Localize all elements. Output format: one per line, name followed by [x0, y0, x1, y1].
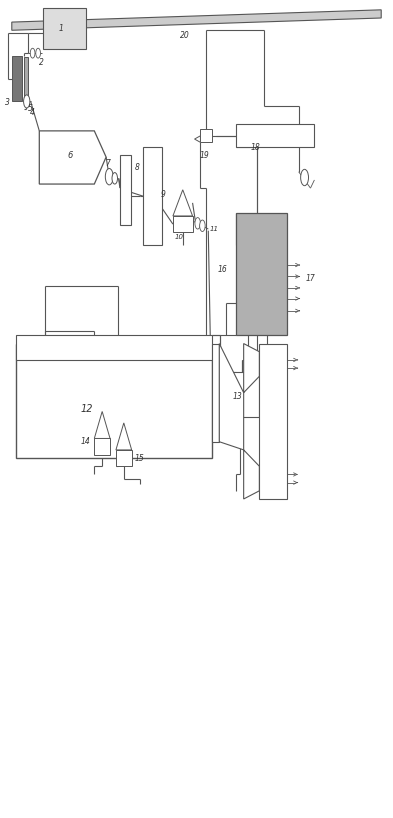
Polygon shape: [116, 423, 132, 450]
Text: 10: 10: [174, 234, 183, 240]
Bar: [200, 129, 212, 142]
Bar: [236, 124, 314, 147]
Circle shape: [24, 95, 30, 108]
Bar: [24, 57, 28, 102]
Text: 17: 17: [306, 273, 315, 283]
Text: 15: 15: [135, 453, 144, 463]
Circle shape: [195, 218, 200, 229]
Text: 13: 13: [233, 392, 242, 402]
Circle shape: [200, 220, 205, 231]
Bar: [220, 372, 259, 417]
Bar: [16, 335, 212, 360]
Bar: [116, 450, 132, 466]
Text: 6: 6: [67, 151, 73, 160]
Text: 5: 5: [28, 104, 33, 114]
Text: 1: 1: [59, 24, 63, 34]
Text: 7: 7: [106, 159, 110, 169]
Text: 20: 20: [180, 30, 189, 40]
Text: 18: 18: [251, 142, 260, 152]
Text: 9: 9: [161, 190, 165, 200]
Text: 11: 11: [210, 226, 219, 232]
Bar: [120, 155, 131, 225]
Bar: [173, 216, 193, 232]
Polygon shape: [173, 190, 193, 216]
Bar: [143, 147, 162, 245]
Text: 16: 16: [217, 265, 227, 275]
Bar: [212, 344, 219, 442]
Polygon shape: [94, 411, 110, 438]
Circle shape: [30, 48, 35, 58]
Circle shape: [301, 169, 309, 186]
Circle shape: [112, 173, 118, 184]
Circle shape: [105, 169, 113, 185]
Polygon shape: [39, 131, 106, 184]
Text: 14: 14: [81, 437, 90, 447]
Bar: [259, 344, 287, 499]
Text: 19: 19: [200, 151, 209, 160]
Text: 2: 2: [39, 57, 44, 67]
Text: 8: 8: [135, 163, 140, 173]
Bar: [43, 8, 86, 49]
Text: 12: 12: [80, 404, 93, 414]
Polygon shape: [195, 136, 200, 142]
Bar: [94, 438, 110, 455]
Bar: [12, 56, 22, 101]
Polygon shape: [12, 10, 381, 30]
Bar: [236, 213, 287, 335]
Polygon shape: [219, 344, 259, 499]
Bar: [16, 344, 212, 458]
Text: 4: 4: [30, 108, 35, 118]
Circle shape: [36, 48, 40, 58]
Text: 3: 3: [5, 97, 9, 107]
